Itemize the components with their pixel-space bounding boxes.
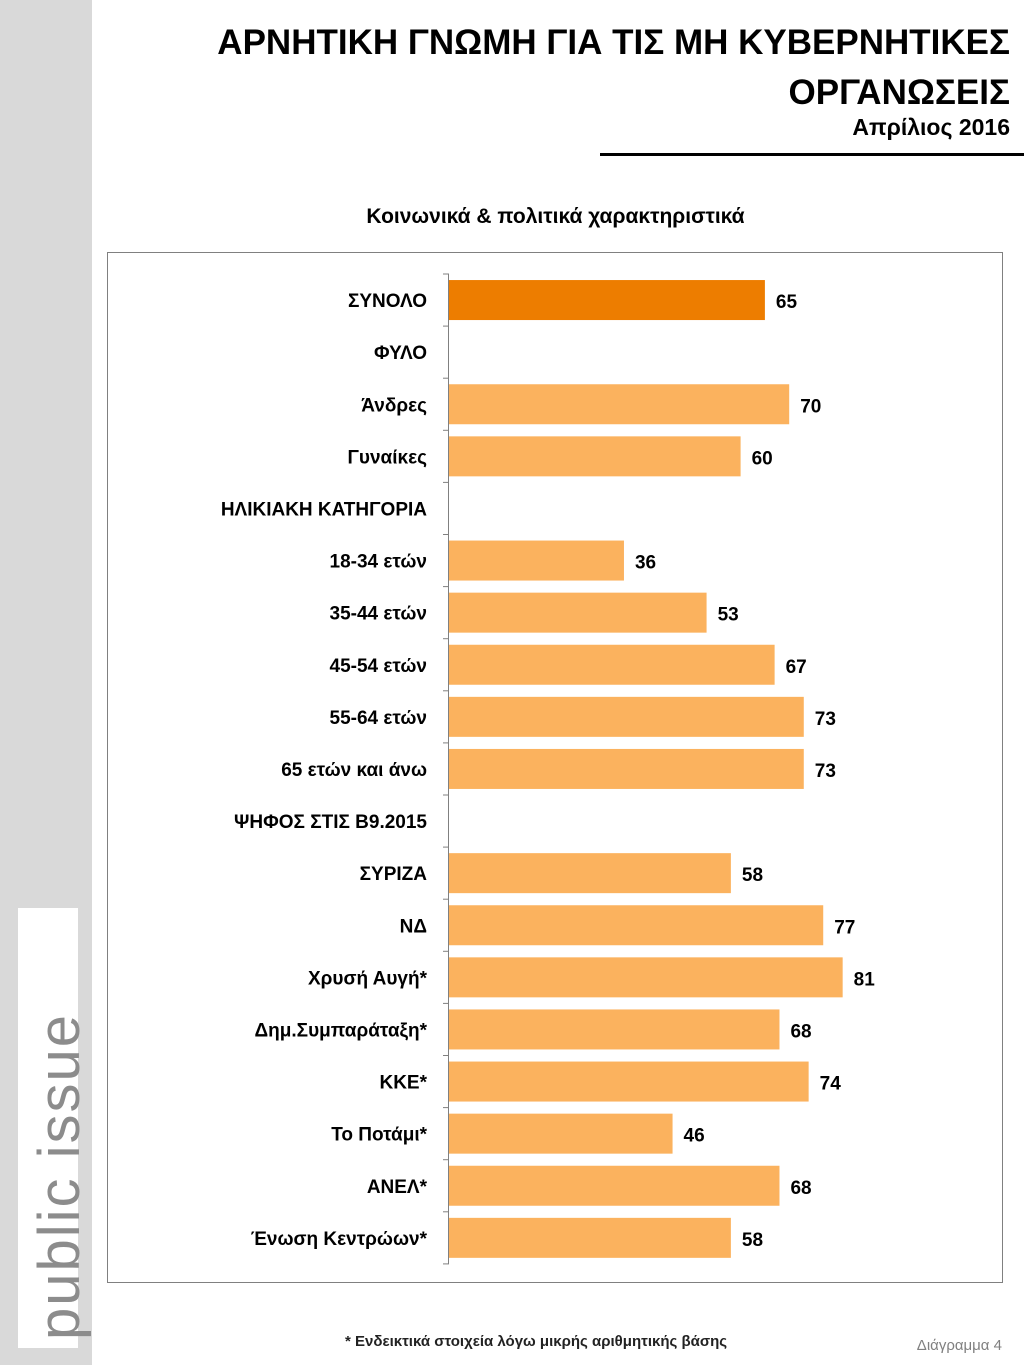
bar xyxy=(449,280,765,321)
data-label: 74 xyxy=(820,1074,842,1095)
bar xyxy=(449,644,775,685)
diagram-label: Διάγραμμα 4 xyxy=(916,1337,1002,1354)
sidebar xyxy=(0,0,92,1365)
footnote: * Ενδεικτικά στοιχεία λόγω μικρής αριθμη… xyxy=(345,1333,728,1350)
data-label: 67 xyxy=(786,657,807,678)
data-label: 58 xyxy=(742,1230,763,1251)
data-label: 70 xyxy=(800,396,821,417)
date: Απρίλιος 2016 xyxy=(852,114,1010,140)
bar xyxy=(449,1061,809,1102)
chart-title: Κοινωνικά & πολιτικά χαρακτηριστικά xyxy=(366,205,745,228)
category-label: ΦΥΛΟ xyxy=(374,343,427,364)
data-label: 68 xyxy=(790,1021,811,1042)
category-label: ΗΛΙΚΙΑΚΗ ΚΑΤΗΓΟΡΙΑ xyxy=(221,499,427,520)
title-divider xyxy=(600,153,1024,156)
bar xyxy=(449,696,804,737)
category-label: Το Ποτάμι* xyxy=(331,1125,427,1146)
category-label: ΨΗΦΟΣ ΣΤΙΣ Β9.2015 xyxy=(234,812,427,833)
bar xyxy=(449,1113,673,1154)
data-label: 77 xyxy=(834,917,855,938)
bar xyxy=(449,384,790,425)
bar xyxy=(449,957,843,998)
bar xyxy=(449,1217,731,1258)
data-label: 58 xyxy=(742,865,763,886)
category-label: Δημ.Συμπαράταξη* xyxy=(255,1020,428,1041)
category-label: ΚΚΕ* xyxy=(379,1073,427,1094)
bar xyxy=(449,905,824,946)
bar xyxy=(449,1165,780,1206)
data-label: 53 xyxy=(718,605,739,626)
category-label: ΑΝΕΛ* xyxy=(367,1177,428,1198)
chart-frame xyxy=(107,252,1003,1283)
data-label: 65 xyxy=(776,292,798,313)
category-label: Άνδρες xyxy=(361,395,427,416)
data-label: 73 xyxy=(815,761,836,782)
logo xyxy=(18,908,78,1348)
category-label: Γυναίκες xyxy=(348,447,428,468)
bar xyxy=(449,436,741,477)
category-label: ΣΥΝΟΛΟ xyxy=(348,291,427,312)
data-label: 68 xyxy=(790,1178,811,1199)
bar xyxy=(449,748,804,789)
category-label: Χρυσή Αυγή* xyxy=(308,968,428,989)
data-label: 81 xyxy=(854,969,876,990)
category-label: ΝΔ xyxy=(400,916,427,937)
data-label: 73 xyxy=(815,709,836,730)
bar xyxy=(449,540,624,581)
category-label: 55-64 ετών xyxy=(330,708,427,729)
data-label: 60 xyxy=(752,448,773,469)
bar xyxy=(449,853,731,894)
category-label: 65 ετών και άνω xyxy=(281,760,427,781)
category-label: Ένωση Κεντρώων* xyxy=(251,1229,428,1250)
category-label: 18-34 ετών xyxy=(330,552,427,573)
category-label: ΣΥΡΙΖΑ xyxy=(360,864,428,885)
data-label: 36 xyxy=(635,553,656,574)
page-title: ΑΡΝΗΤΙΚΗ ΓΝΩΜΗ ΓΙΑ ΤΙΣ ΜΗ ΚΥΒΕΡΝΗΤΙΚΕΣ Ο… xyxy=(217,23,1010,112)
bar xyxy=(449,1009,780,1050)
category-label: 45-54 ετών xyxy=(330,656,427,677)
category-label: 35-44 ετών xyxy=(330,604,427,625)
bar xyxy=(449,592,707,633)
data-label: 46 xyxy=(684,1126,705,1147)
